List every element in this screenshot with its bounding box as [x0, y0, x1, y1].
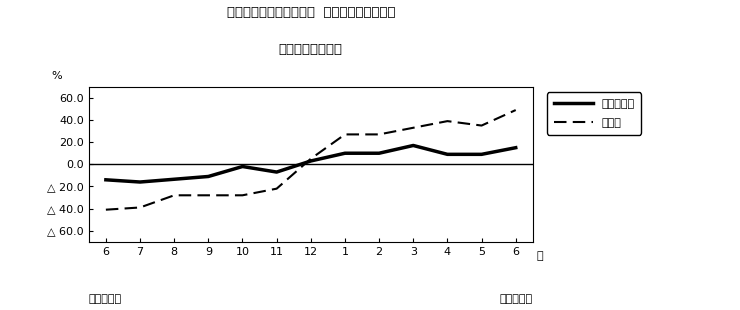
Text: 平成２１年: 平成２１年 — [89, 294, 122, 304]
Text: 平成２２年: 平成２２年 — [500, 294, 533, 304]
Text: %: % — [51, 71, 61, 81]
Legend: 調査産業計, 製造業: 調査産業計, 製造業 — [548, 92, 642, 135]
Text: 第２図　所定外労働時間  対前年同月比の推移: 第２図 所定外労働時間 対前年同月比の推移 — [226, 6, 395, 19]
Text: （規模５人以上）: （規模５人以上） — [279, 43, 343, 56]
Text: 月: 月 — [536, 251, 543, 261]
